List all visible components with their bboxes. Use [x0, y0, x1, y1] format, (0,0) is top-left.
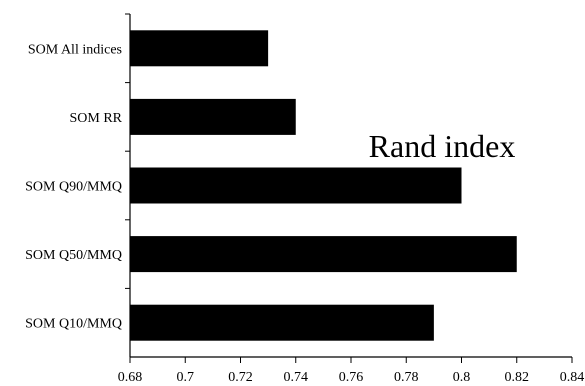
- y-tick-label: SOM Q10/MMQ: [25, 317, 122, 332]
- x-tick-label: 0.7: [177, 370, 195, 385]
- bar-3: [130, 236, 517, 273]
- chart-annotation: Rand index: [369, 128, 516, 164]
- y-tick-label: SOM RR: [69, 111, 122, 126]
- x-ticks: 0.68 0.7 0.72 0.74 0.76 0.78 0.8 0.82 0.84: [118, 357, 585, 385]
- x-tick-label: 0.74: [284, 370, 309, 385]
- bar-2: [130, 167, 462, 204]
- bars-group: [130, 30, 517, 341]
- bar-1: [130, 98, 296, 135]
- y-tick-label: SOM Q50/MMQ: [25, 248, 122, 263]
- x-tick-label: 0.84: [560, 370, 585, 385]
- x-tick-label: 0.72: [228, 370, 253, 385]
- x-tick-label: 0.78: [394, 370, 419, 385]
- y-tick-label: SOM Q90/MMQ: [25, 180, 122, 195]
- x-tick-label: 0.76: [339, 370, 364, 385]
- bar-0: [130, 30, 269, 67]
- y-tick-labels: SOM All indices SOM RR SOM Q90/MMQ SOM Q50/…: [25, 13, 130, 332]
- y-tick-label: SOM All indices: [28, 42, 122, 57]
- x-tick-label: 0.8: [453, 370, 471, 385]
- x-tick-label: 0.68: [118, 370, 143, 385]
- x-tick-label: 0.82: [505, 370, 530, 385]
- bar-4: [130, 304, 434, 341]
